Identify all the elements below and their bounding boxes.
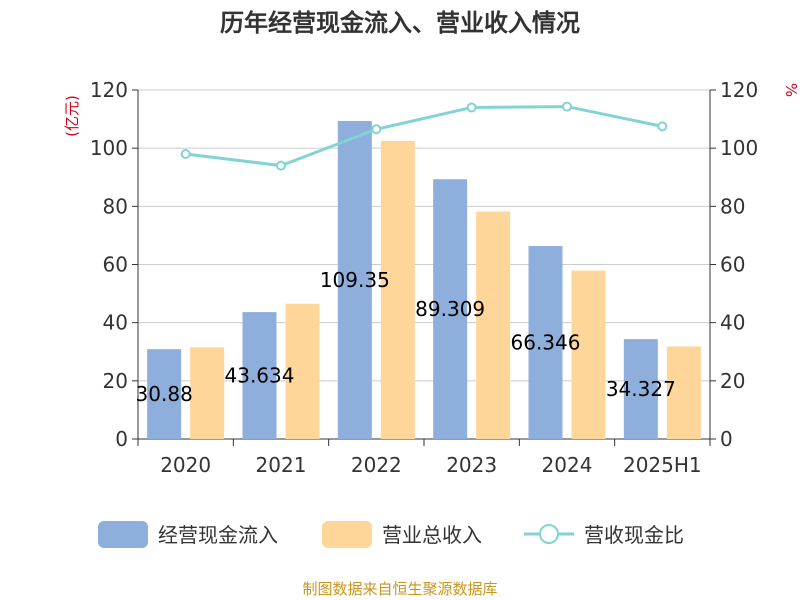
legend-label: 营业总收入: [382, 523, 482, 547]
ratio-line-point: [180, 148, 191, 159]
x-axis-category-label: 2021: [256, 453, 307, 477]
left-axis-tick-label: 40: [103, 311, 128, 335]
ratio-line-path: [185, 105, 663, 168]
axes: 0 20 40 60 80 100 120 0 20 40 60 80 100 120 2020 2021 20…: [90, 78, 758, 477]
legend: 经营现金流入 营业总收入 营收现金比: [98, 521, 684, 548]
left-axis-tick-label: 80: [103, 194, 128, 218]
cash-inflow-data-label: 109.35: [320, 268, 390, 292]
cash-inflow-data-label: 89.309: [415, 297, 485, 321]
right-axis-unit: %: [782, 83, 800, 97]
legend-marker: [539, 524, 559, 544]
ratio-line-point: [371, 124, 382, 135]
ratio-line: [180, 101, 668, 171]
cash-inflow-data-label: 43.634: [225, 364, 295, 388]
chart-title: 历年经营现金流入、营业收入情况: [220, 9, 580, 37]
ratio-line-point: [276, 160, 286, 171]
left-axis-tick-label: 120: [90, 78, 128, 102]
left-axis-tick-label: 20: [103, 369, 128, 393]
x-axis-category-label: 2023: [446, 453, 497, 477]
x-axis-category-label: 2020: [160, 453, 211, 477]
cash-inflow-bar: [337, 120, 372, 439]
revenue-bar: [571, 270, 606, 439]
legend-label: 营收现金比: [584, 523, 684, 547]
ratio-line-point: [562, 101, 572, 112]
right-axis-tick-label: 60: [720, 253, 745, 277]
right-axis-tick-label: 80: [720, 194, 745, 218]
revenue-bar: [380, 140, 415, 440]
right-axis-tick-label: 0: [720, 427, 733, 451]
legend-item: 营业总收入: [322, 521, 482, 548]
ratio-line-point: [466, 102, 477, 113]
legend-item: 经营现金流入: [98, 521, 278, 548]
legend-swatch: [98, 521, 148, 548]
right-axis-tick-label: 120: [720, 78, 758, 102]
revenue-bar: [476, 211, 511, 439]
left-axis-tick-label: 0: [115, 427, 128, 451]
ratio-line-point: [657, 121, 668, 132]
data-labels: 30.88 43.634 109.35 89.309 66.346 34.327: [136, 268, 676, 406]
left-axis-unit: (亿元): [63, 95, 81, 137]
legend-swatch: [322, 521, 372, 548]
revenue-bar: [666, 346, 701, 439]
left-axis-tick-label: 60: [103, 253, 128, 277]
cash-inflow-bar: [623, 339, 658, 439]
right-axis-tick-label: 20: [720, 369, 745, 393]
cash-inflow-bar: [528, 246, 563, 439]
x-axis-category-label: 2024: [542, 453, 593, 477]
legend-item: 营收现金比: [524, 523, 684, 547]
cash-inflow-data-label: 30.88: [136, 382, 193, 406]
cash-inflow-bar: [433, 179, 468, 440]
cash-inflow-bar: [242, 312, 277, 439]
left-axis-tick-label: 100: [90, 136, 128, 160]
revenue-bar: [285, 303, 320, 439]
cash-inflow-data-label: 34.327: [606, 377, 676, 401]
source-note: 制图数据来自恒生聚源数据库: [302, 580, 497, 598]
cash-inflow-bar: [147, 349, 182, 439]
x-axis-category-label: 2025H1: [623, 453, 702, 477]
legend-label: 经营现金流入: [158, 523, 278, 547]
right-axis-tick-label: 100: [720, 136, 758, 160]
revenue-bar: [190, 347, 225, 439]
bars: [147, 120, 701, 440]
cash-inflow-data-label: 66.346: [511, 331, 581, 355]
x-axis-category-label: 2022: [351, 453, 402, 477]
right-axis-tick-label: 40: [720, 311, 745, 335]
grid-lines: [138, 89, 710, 382]
